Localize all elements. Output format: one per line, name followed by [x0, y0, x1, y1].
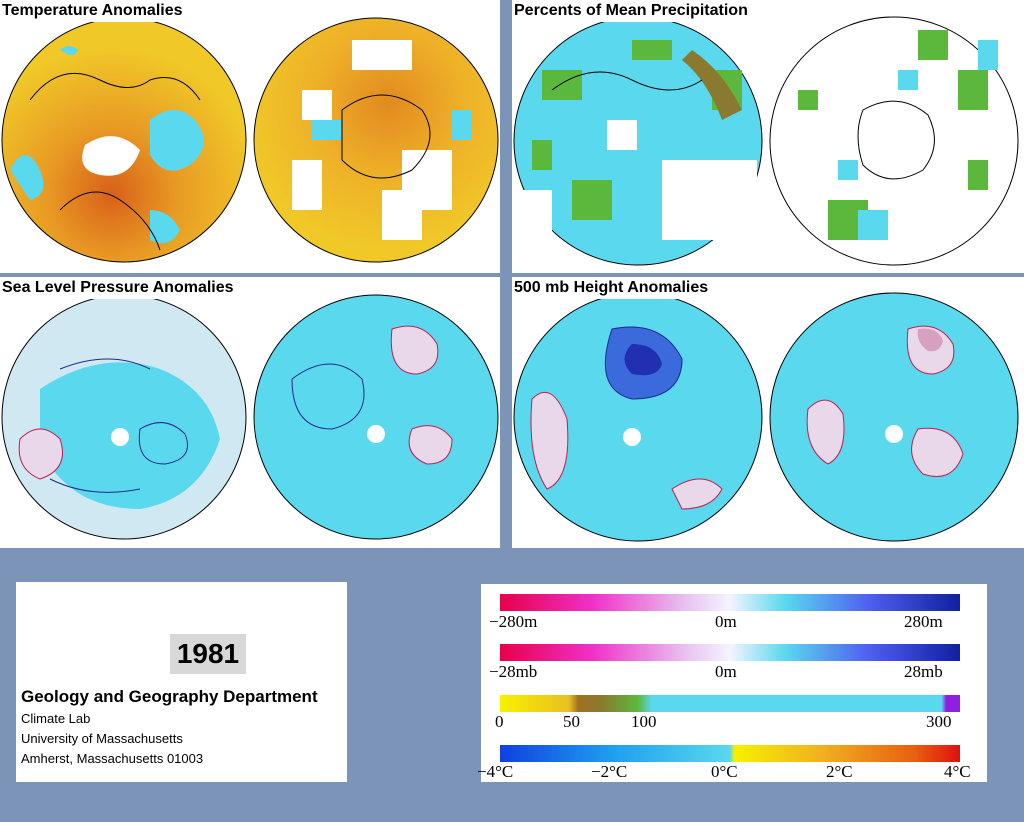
- height-label-mid: 0m: [715, 612, 737, 631]
- precipitation-south-globe: [769, 16, 1019, 266]
- temp-label-0: 0°C: [711, 762, 738, 781]
- address-line-1: Climate Lab: [21, 711, 91, 726]
- temperature-north-globe: [1, 17, 247, 263]
- address-line-3: Amherst, Massachusetts 01003: [21, 751, 204, 766]
- precip-label-50: 50: [563, 712, 580, 731]
- temp-colorbar: [500, 745, 960, 762]
- height-label-min: −280m: [489, 612, 538, 631]
- precip-colorbar: [500, 695, 960, 712]
- pressure-colorbar: [500, 644, 960, 661]
- height500-panel: 500 mb Height Anomalies: [512, 277, 1024, 548]
- precipitation-title: Percents of Mean Precipitation: [512, 0, 751, 22]
- pressure-label-max: 28mb: [904, 662, 943, 681]
- pressure-label-min: −28mb: [489, 662, 538, 681]
- precip-label-0: 0: [495, 712, 504, 731]
- temperature-panel: Temperature Anomalies: [0, 0, 500, 273]
- slp-title: Sea Level Pressure Anomalies: [0, 277, 237, 299]
- precipitation-panel: Percents of Mean Precipitation: [512, 0, 1024, 273]
- precip-label-300: 300: [926, 712, 952, 731]
- temperature-south-globe: [253, 17, 499, 263]
- temp-label-minus2: −2°C: [591, 762, 628, 781]
- temp-label-2: 2°C: [826, 762, 853, 781]
- temp-label-minus4: −4°C: [477, 762, 514, 781]
- slp-south-globe: [253, 294, 499, 540]
- slp-north-globe: [1, 294, 247, 540]
- temp-label-4: 4°C: [944, 762, 971, 781]
- temperature-title: Temperature Anomalies: [0, 0, 186, 22]
- info-box: [16, 582, 347, 782]
- year-label: 1981: [170, 634, 246, 674]
- height500-north-globe: [513, 292, 763, 542]
- department-name: Geology and Geography Department: [21, 687, 318, 706]
- slp-panel: Sea Level Pressure Anomalies: [0, 277, 500, 548]
- pressure-label-mid: 0m: [715, 662, 737, 681]
- precip-label-100: 100: [631, 712, 657, 731]
- height-label-max: 280m: [904, 612, 943, 631]
- height500-south-globe: [769, 292, 1019, 542]
- height-colorbar: [500, 594, 960, 611]
- precipitation-north-globe: [512, 16, 763, 266]
- address-line-2: University of Massachusetts: [21, 731, 183, 746]
- height500-title: 500 mb Height Anomalies: [512, 277, 712, 299]
